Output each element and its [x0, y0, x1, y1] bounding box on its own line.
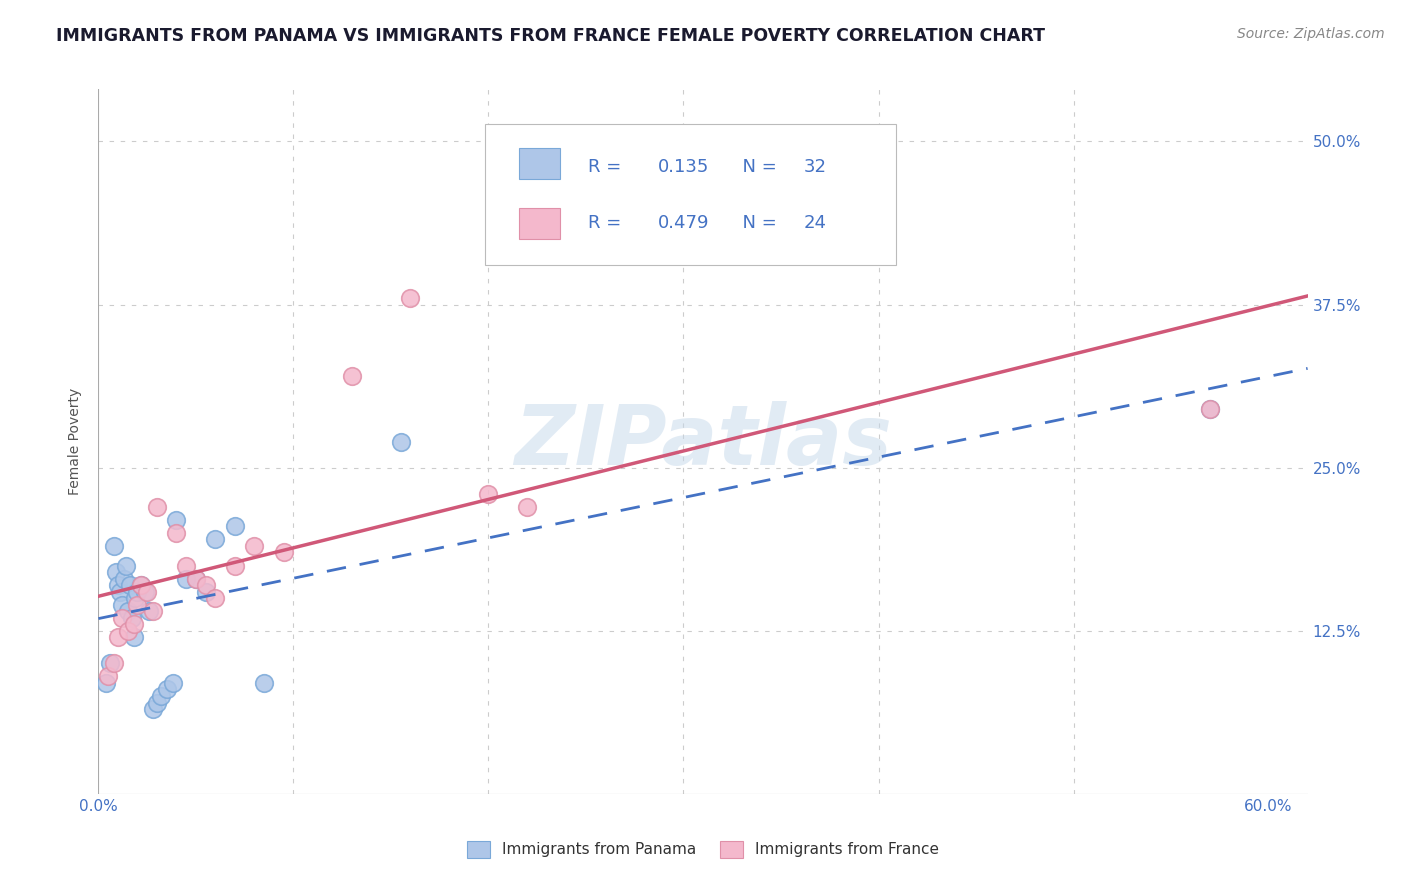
Point: [224, 558, 246, 573]
Point: [253, 676, 276, 690]
Point: [103, 657, 125, 671]
Text: 0.135: 0.135: [658, 158, 710, 176]
Text: N =: N =: [731, 214, 782, 232]
Text: R =: R =: [588, 214, 633, 232]
Point: [131, 578, 153, 592]
Point: [194, 578, 217, 592]
Point: [111, 611, 134, 625]
Point: [96, 676, 118, 690]
Point: [136, 584, 159, 599]
Point: [127, 598, 149, 612]
Point: [121, 611, 143, 625]
FancyBboxPatch shape: [519, 148, 561, 178]
Point: [103, 539, 125, 553]
Point: [117, 624, 139, 638]
Point: [138, 604, 160, 618]
FancyBboxPatch shape: [485, 124, 897, 266]
Point: [142, 604, 165, 618]
Text: 0.479: 0.479: [658, 214, 710, 232]
Point: [204, 591, 226, 606]
Point: [124, 591, 146, 606]
Point: [127, 584, 149, 599]
Point: [399, 291, 422, 305]
Point: [118, 578, 141, 592]
Point: [122, 630, 145, 644]
Point: [146, 500, 169, 514]
Point: [389, 434, 412, 449]
Point: [162, 676, 184, 690]
Point: [516, 500, 538, 514]
Point: [224, 519, 246, 533]
Y-axis label: Female Poverty: Female Poverty: [69, 388, 83, 495]
Point: [477, 487, 499, 501]
Point: [107, 630, 129, 644]
Point: [122, 617, 145, 632]
Point: [174, 558, 197, 573]
Point: [156, 682, 179, 697]
Point: [142, 702, 165, 716]
Legend: Immigrants from Panama, Immigrants from France: Immigrants from Panama, Immigrants from …: [461, 835, 945, 863]
Text: 32: 32: [803, 158, 827, 176]
Text: IMMIGRANTS FROM PANAMA VS IMMIGRANTS FROM FRANCE FEMALE POVERTY CORRELATION CHAR: IMMIGRANTS FROM PANAMA VS IMMIGRANTS FRO…: [56, 27, 1045, 45]
Point: [340, 369, 363, 384]
Point: [112, 572, 135, 586]
FancyBboxPatch shape: [519, 209, 561, 238]
Point: [117, 604, 139, 618]
Text: ZIPatlas: ZIPatlas: [515, 401, 891, 482]
Point: [111, 598, 134, 612]
Point: [165, 513, 187, 527]
Point: [184, 572, 207, 586]
Point: [104, 565, 127, 579]
Point: [149, 689, 172, 703]
Point: [184, 572, 207, 586]
Point: [98, 657, 121, 671]
Point: [108, 584, 131, 599]
Point: [243, 539, 266, 553]
Point: [146, 696, 169, 710]
Text: Source: ZipAtlas.com: Source: ZipAtlas.com: [1237, 27, 1385, 41]
Point: [107, 578, 129, 592]
Point: [1199, 401, 1222, 416]
Point: [134, 584, 156, 599]
Point: [1199, 401, 1222, 416]
Point: [273, 545, 295, 559]
Text: N =: N =: [731, 158, 782, 176]
Point: [194, 584, 217, 599]
Text: 24: 24: [803, 214, 827, 232]
Point: [97, 669, 120, 683]
Point: [204, 533, 226, 547]
Point: [131, 578, 153, 592]
Point: [114, 558, 136, 573]
Point: [174, 572, 197, 586]
Point: [165, 525, 187, 540]
Text: R =: R =: [588, 158, 633, 176]
